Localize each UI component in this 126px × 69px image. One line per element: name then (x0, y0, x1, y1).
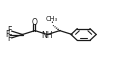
Text: •: • (50, 20, 53, 25)
Text: F: F (7, 26, 11, 35)
Text: NH: NH (42, 31, 53, 41)
Text: F: F (7, 34, 11, 43)
Text: O: O (32, 18, 38, 27)
Text: CH₃: CH₃ (45, 16, 57, 22)
Text: F: F (5, 30, 9, 39)
